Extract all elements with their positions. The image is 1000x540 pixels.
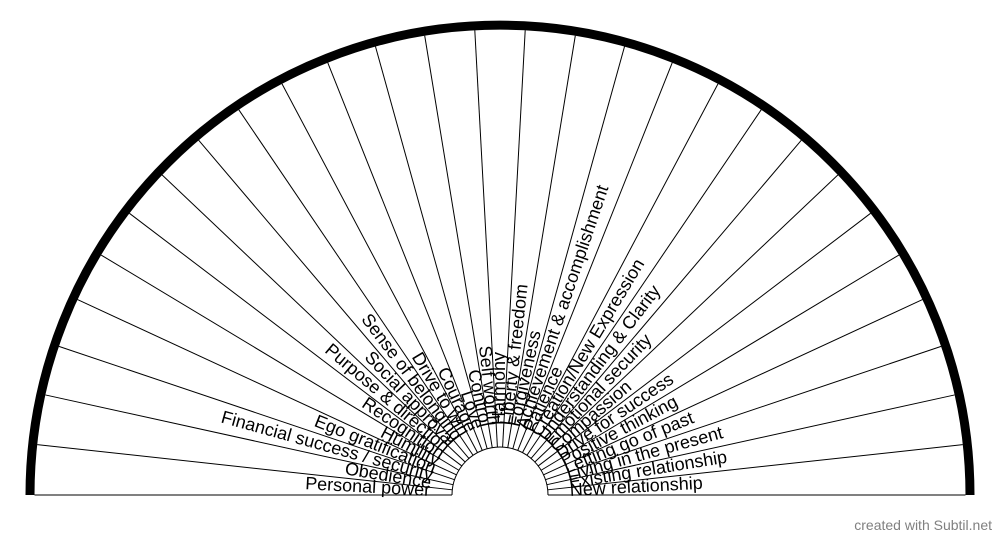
biometer-chart: Personal powerObedienceFinancial success… <box>0 0 1000 540</box>
inner-arc <box>452 447 548 495</box>
credit-text: created with Subtil.net <box>854 517 992 533</box>
